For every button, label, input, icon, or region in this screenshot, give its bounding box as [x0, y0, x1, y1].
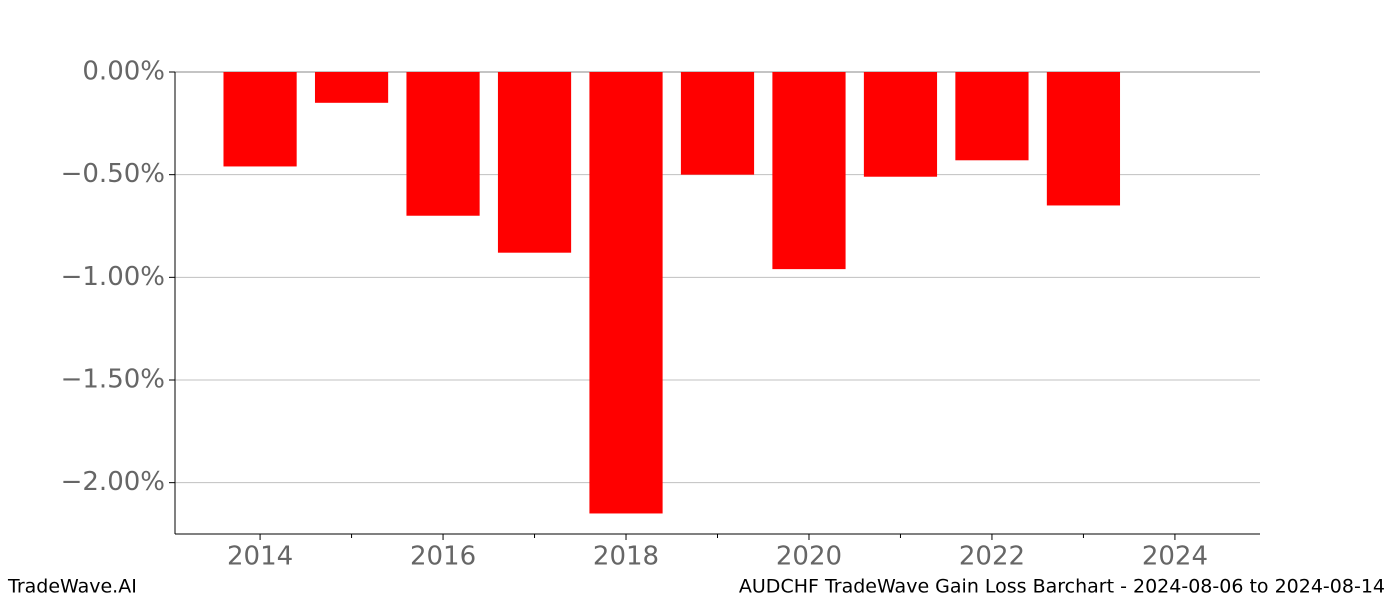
- y-tick-label: 0.00%: [82, 57, 165, 87]
- bar: [680, 72, 755, 175]
- bar: [314, 72, 389, 103]
- y-tick-label: −2.00%: [61, 467, 165, 497]
- y-tick-label: −0.50%: [61, 159, 165, 189]
- bar: [497, 72, 572, 253]
- x-tick-label: 2018: [593, 542, 659, 572]
- y-tick-label: −1.50%: [61, 365, 165, 395]
- bar: [589, 72, 663, 514]
- bar: [406, 72, 480, 216]
- bar: [772, 72, 846, 270]
- x-tick-label: 2024: [1142, 542, 1208, 572]
- x-tick-label: 2014: [227, 542, 293, 572]
- bar: [863, 72, 938, 177]
- bar: [1046, 72, 1121, 206]
- x-tick-label: 2016: [410, 542, 476, 572]
- x-tick-label: 2022: [959, 542, 1025, 572]
- y-tick-label: −1.00%: [61, 262, 165, 292]
- bar: [955, 72, 1029, 161]
- bar: [223, 72, 297, 167]
- footer-right: AUDCHF TradeWave Gain Loss Barchart - 20…: [739, 576, 1385, 598]
- footer-left: TradeWave.AI: [7, 576, 137, 598]
- x-tick-label: 2020: [776, 542, 842, 572]
